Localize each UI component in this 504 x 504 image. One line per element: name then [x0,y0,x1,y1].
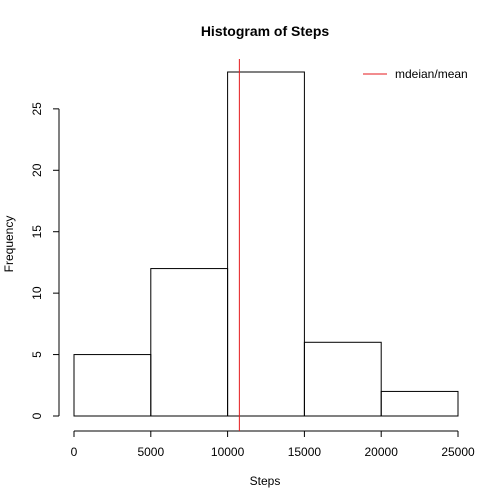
legend: mdeian/mean [363,67,468,81]
x-tick-label-4: 20000 [365,445,399,459]
legend-label: mdeian/mean [395,67,468,81]
x-tick-label-3: 15000 [288,445,322,459]
y-tick-label-1: 5 [30,351,44,358]
x-axis-label: Steps [250,474,281,488]
y-tick-label-2: 10 [30,286,44,300]
histogram-bar-0 [73,354,152,417]
y-tick-label-0: 0 [30,412,44,419]
chart-title: Histogram of Steps [201,23,330,39]
x-tick-label-5: 25000 [441,445,475,459]
y-axis-label: Frequency [2,216,16,273]
y-tick-label-5: 25 [30,102,44,116]
histogram-bar-2 [227,71,305,417]
x-tick-label-0: 0 [71,445,78,459]
x-tick-label-1: 5000 [137,445,164,459]
y-axis: 0 5 10 15 20 25 [30,102,60,419]
x-axis: 0 5000 10000 15000 20000 25000 [71,430,475,459]
y-tick-label-4: 20 [30,163,44,177]
y-tick-label-3: 15 [30,225,44,239]
histogram-bar-3 [303,341,382,417]
x-tick-label-2: 10000 [211,445,245,459]
histogram-bar-4 [380,390,459,417]
histogram-bar-1 [150,268,229,417]
bars-group [73,71,459,417]
